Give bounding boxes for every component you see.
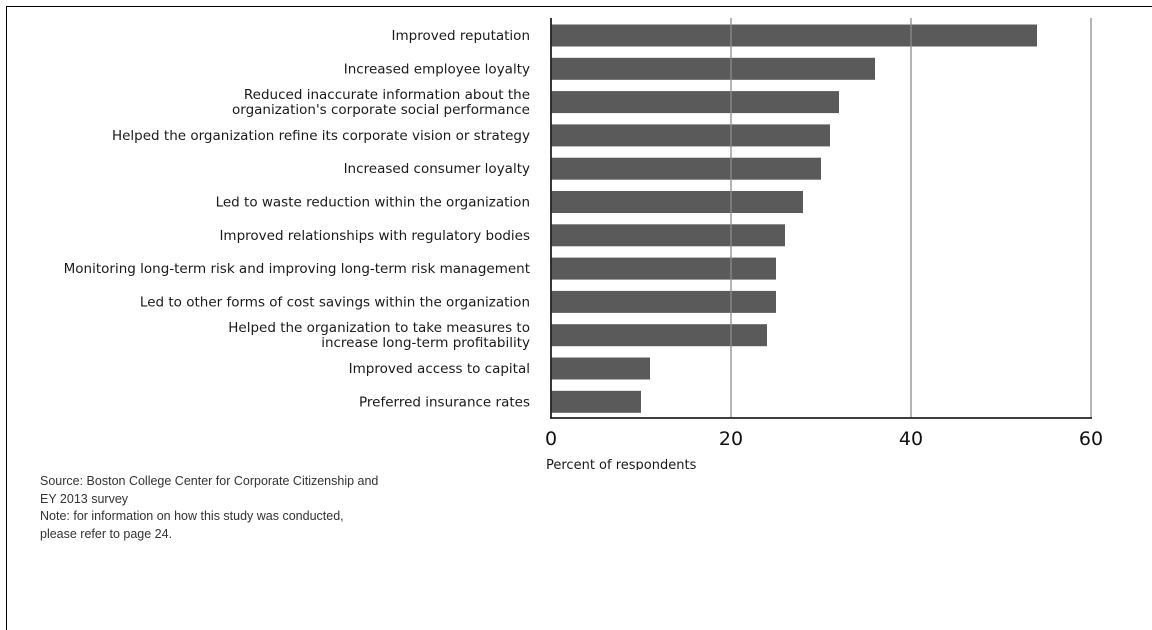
bar-7	[551, 224, 785, 247]
bar-9	[551, 290, 776, 313]
bar-3	[551, 91, 839, 114]
bar-1	[551, 24, 1037, 47]
category-label-line: Preferred insurance rates	[359, 394, 530, 410]
category-label-4: Helped the organization refine its corpo…	[112, 128, 530, 144]
x-tick-label-20: 20	[719, 428, 743, 450]
category-label-line: Helped the organization refine its corpo…	[112, 128, 530, 144]
category-label-11: Improved access to capital	[349, 361, 530, 377]
x-tick-label-60: 60	[1079, 428, 1103, 450]
category-label-9: Led to other forms of cost savings withi…	[140, 294, 530, 310]
category-label-line: Improved reputation	[392, 28, 530, 44]
note-line-2: please refer to page 24.	[40, 526, 173, 541]
bar-8	[551, 257, 776, 280]
bar-10	[551, 324, 767, 347]
chart-notes: Source: Boston College Center for Corpor…	[40, 473, 500, 543]
category-label-line: Led to other forms of cost savings withi…	[140, 294, 530, 310]
category-label-10: Helped the organization to take measures…	[228, 320, 530, 351]
category-label-line: Reduced inaccurate information about the	[244, 87, 530, 103]
category-label-2: Increased employee loyalty	[344, 61, 530, 77]
category-label-line: increase long-term profitability	[321, 335, 530, 351]
category-label-8: Monitoring long-term risk and improving …	[64, 261, 530, 277]
bar-11	[551, 357, 650, 380]
category-label-6: Led to waste reduction within the organi…	[216, 195, 530, 211]
frame-left-border	[6, 6, 7, 630]
category-label-line: Monitoring long-term risk and improving …	[64, 261, 530, 277]
category-label-line: organization's corporate social performa…	[232, 102, 530, 118]
category-label-1: Improved reputation	[392, 28, 530, 44]
category-label-line: Helped the organization to take measures…	[228, 320, 530, 336]
category-label-line: Improved access to capital	[349, 361, 530, 377]
frame-right-border-segment	[1119, 6, 1152, 7]
x-axis-title: Percent of respondents	[546, 458, 697, 470]
frame-top-border	[6, 6, 1152, 7]
category-label-line: Increased employee loyalty	[344, 61, 530, 77]
category-label-12: Preferred insurance rates	[359, 394, 530, 410]
category-label-line: Increased consumer loyalty	[344, 161, 530, 177]
source-line-2: EY 2013 survey	[40, 491, 129, 506]
note-line-1: Note: for information on how this study …	[40, 509, 344, 523]
bar-6	[551, 191, 803, 213]
bar-4	[551, 124, 830, 147]
x-tick-label-40: 40	[899, 428, 923, 450]
source-line-1: Source: Boston College Center for Corpor…	[40, 474, 379, 488]
category-label-line: Led to waste reduction within the organi…	[216, 195, 530, 211]
bar-12	[551, 390, 641, 413]
category-label-line: Improved relationships with regulatory b…	[219, 228, 530, 244]
category-label-7: Improved relationships with regulatory b…	[219, 228, 530, 244]
bar-5	[551, 157, 821, 180]
category-label-5: Increased consumer loyalty	[344, 161, 530, 177]
category-label-3: Reduced inaccurate information about the…	[232, 87, 530, 118]
bar-2	[551, 57, 875, 80]
horizontal-bar-chart: 0 20 40 60 Percent of respondents Improved re…	[64, 18, 1103, 470]
x-tick-label-0: 0	[545, 428, 557, 450]
